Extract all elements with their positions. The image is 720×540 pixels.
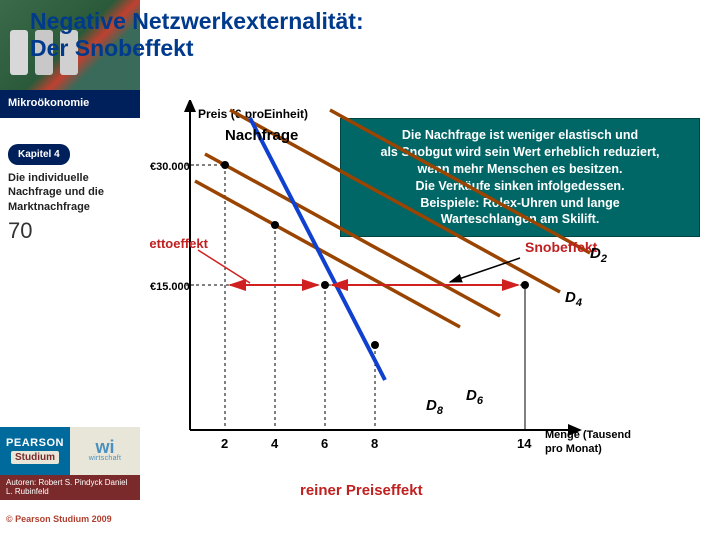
y-tick-15000: €15.000 [150, 281, 190, 293]
snobeffekt-pointer [450, 258, 520, 282]
curve-D8 [195, 181, 460, 327]
chart-svg: Preis (€ proEinheit) €30.000 €15.000 2 4… [150, 100, 710, 530]
label-D4: D4 [565, 289, 582, 309]
nachfrage-label: Nachfrage [225, 127, 298, 144]
label-D6: D6 [466, 387, 484, 407]
label-D2: D2 [590, 245, 607, 265]
sidebar-course-title: Mikroökonomie [0, 90, 140, 118]
slide-title: Negative Netzwerkexternalität: Der Snobe… [30, 8, 690, 62]
chapter-description: Die individuelle Nachfrage und die Markt… [0, 165, 140, 214]
wi-wirtschaft-text: wirtschaft [89, 455, 122, 462]
copyright-text: © Pearson Studium 2009 [0, 508, 118, 530]
x-tick-4: 4 [271, 436, 279, 451]
title-line1: Negative Netzwerkexternalität: [30, 8, 690, 35]
x-tick-6: 6 [321, 436, 328, 451]
pearson-logo-box: PEARSON Studium [0, 427, 70, 475]
curve-D2 [330, 110, 590, 253]
pearson-studium-text: Studium [11, 451, 59, 464]
x-axis-label-1: Menge (Tausend [545, 429, 631, 441]
x-tick-2: 2 [221, 436, 228, 451]
slide-number: 70 [0, 214, 140, 248]
x-tick-14: 14 [517, 436, 532, 451]
reiner-preiseffekt-label: reiner Preiseffekt [300, 482, 423, 499]
x-tick-8: 8 [371, 436, 378, 451]
title-line2: Der Snobeffekt [30, 35, 690, 62]
pearson-logo-text: PEARSON [6, 437, 64, 449]
y-tick-30000: €30.000 [150, 161, 190, 173]
snobeffekt-label: Snobeffekt [525, 239, 598, 255]
nettoeffekt-label: Nettoeffekt [150, 236, 209, 251]
authors-text: Autoren: Robert S. Pindyck Daniel L. Rub… [0, 475, 140, 500]
economics-chart: Preis (€ proEinheit) €30.000 €15.000 2 4… [150, 100, 710, 530]
chapter-badge: Kapitel 4 [8, 144, 70, 165]
publisher-zone: PEARSON Studium wi wirtschaft Autoren: R… [0, 427, 140, 500]
wi-logo-box: wi wirtschaft [70, 427, 140, 475]
y-axis-label: Preis (€ proEinheit) [198, 107, 308, 121]
wi-logo-text: wi [95, 439, 114, 455]
label-D8: D8 [426, 397, 444, 417]
x-axis-label-2: pro Monat) [545, 443, 602, 455]
sidebar: Mikroökonomie Kapitel 4 Die individuelle… [0, 0, 140, 540]
